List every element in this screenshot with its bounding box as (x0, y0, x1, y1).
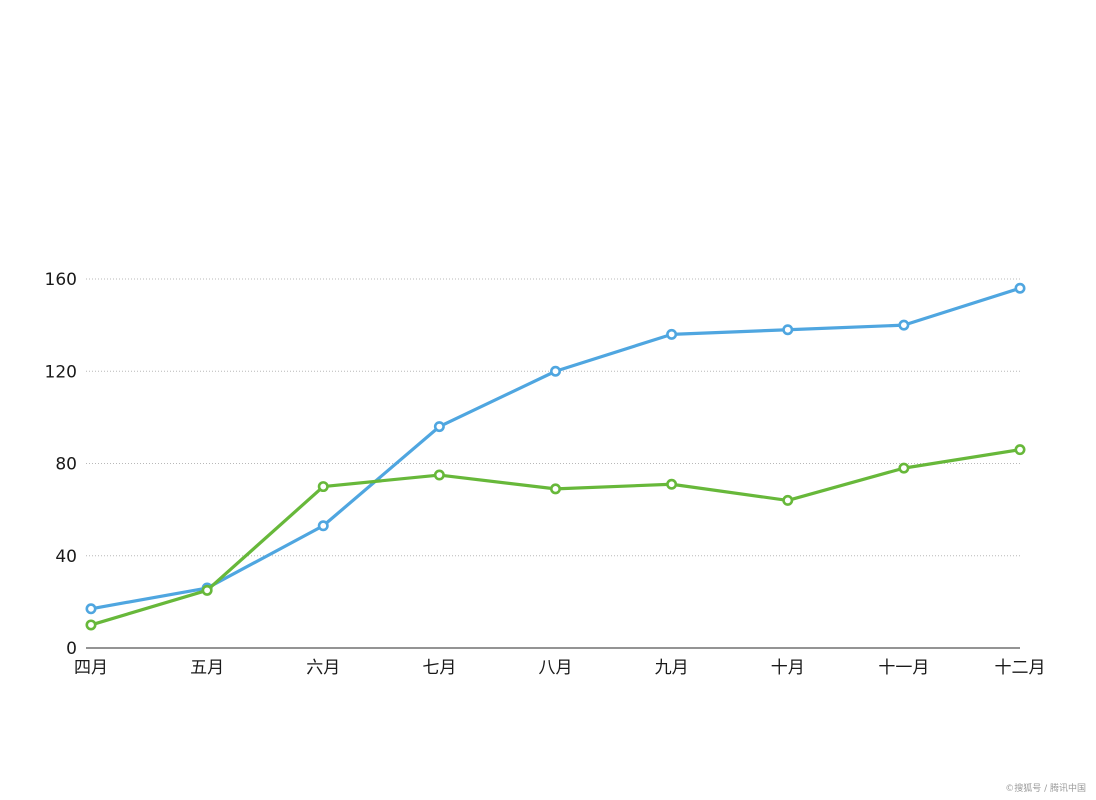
data-point (1014, 282, 1026, 294)
x-tick-label: 六月 (306, 658, 340, 678)
data-point (317, 520, 329, 532)
data-point (201, 584, 213, 596)
data-point (782, 494, 794, 506)
y-tick-label: 160 (45, 270, 77, 290)
grid-layer (86, 278, 1020, 557)
data-point (549, 365, 561, 377)
data-point (85, 619, 97, 631)
series-layer (85, 282, 1026, 631)
x-tick-label: 八月 (539, 658, 573, 678)
data-point (666, 478, 678, 490)
x-tick-label: 九月 (655, 658, 689, 678)
series-line (89, 286, 1022, 611)
series-2 (85, 444, 1026, 631)
series-1 (85, 282, 1026, 615)
data-point (898, 319, 910, 331)
x-tick-label: 十一月 (878, 658, 929, 678)
x-tick-label: 四月 (74, 658, 108, 678)
x-tick-label: 十二月 (995, 658, 1046, 678)
data-point (317, 481, 329, 493)
y-tick-label: 120 (45, 362, 77, 382)
series-line (89, 448, 1022, 627)
x-tick-label: 七月 (422, 658, 456, 678)
data-point (433, 469, 445, 481)
axis-layer: 0 40 80 120 160 四月 五月 六月 七月 八月 九月 十月 十一月 十二月 (45, 270, 1046, 678)
data-point (433, 421, 445, 433)
y-tick-label: 80 (55, 455, 77, 475)
data-point (666, 328, 678, 340)
data-point (1014, 444, 1026, 456)
x-tick-label: 十月 (771, 658, 805, 678)
x-tick-label: 五月 (190, 658, 224, 678)
y-tick-label: 0 (66, 639, 77, 659)
data-point (85, 603, 97, 615)
data-point (782, 324, 794, 336)
y-tick-label: 40 (55, 547, 77, 567)
data-point (549, 483, 561, 495)
watermark-text: ©搜狐号 / 腾讯中国 (1005, 784, 1086, 794)
data-point (898, 462, 910, 474)
